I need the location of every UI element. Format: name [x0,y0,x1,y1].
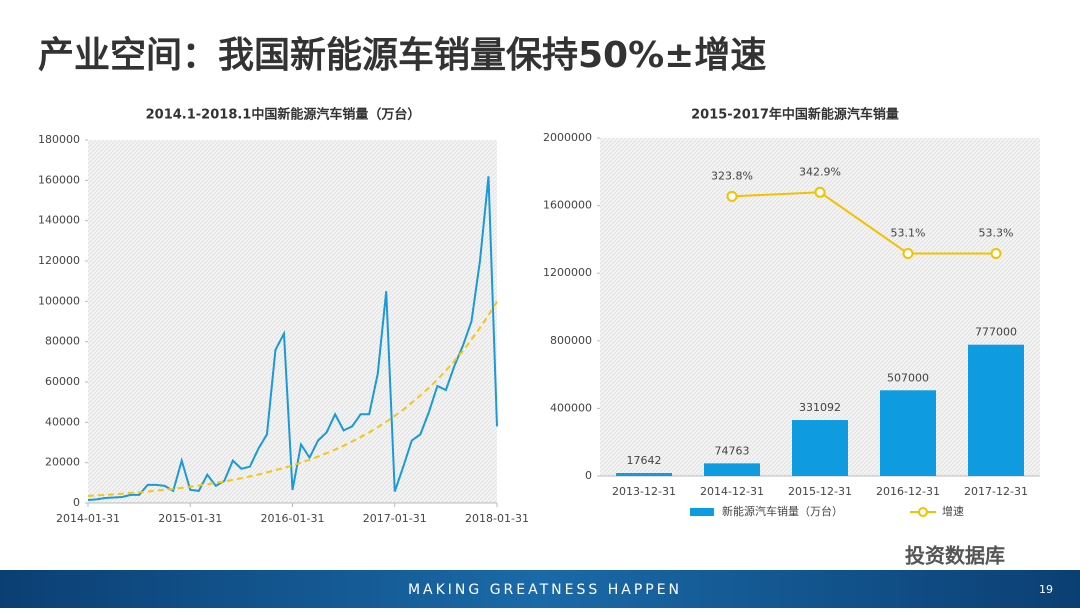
x-tick-label: 2017-12-31 [964,485,1028,498]
data-label: 331092 [799,401,841,414]
y-tick-label: 60000 [45,375,80,388]
x-tick-label: 2013-12-31 [612,485,676,498]
x-tick-label: 2016-01-31 [261,512,325,525]
data-label: 777000 [975,326,1017,339]
y-tick-label: 180000 [38,133,80,146]
chart-title: 2014.1-2018.1中国新能源汽车销量（万台） [146,107,421,123]
source: 投资数据库 [905,544,1005,568]
y-tick-label: 2000000 [543,131,592,144]
data-label: 17642 [627,454,662,467]
y-tick-label: 400000 [550,401,592,414]
x-tick-label: 2015-12-31 [788,485,852,498]
data-label: 507000 [887,371,929,384]
bar [616,473,672,476]
line-series [87,176,498,501]
page-number: 19 [1039,583,1053,596]
point [814,186,826,198]
x-tick-label: 2018-01-31 [465,512,529,525]
data-label: 74763 [715,444,750,457]
bar [792,420,848,476]
x-tick-label: 2017-01-31 [363,512,427,525]
y-tick-label: 100000 [38,294,80,307]
y-tick-label: 20000 [45,456,80,469]
point [902,248,914,260]
line-series [731,191,997,255]
x-tick-label: 2015-01-31 [158,512,222,525]
legend-swatch [918,507,928,517]
y-tick-label: 1600000 [543,199,592,212]
y-tick-label: 140000 [38,214,80,227]
y-tick-label: 0 [585,469,592,482]
x-tick-label: 2014-12-31 [700,485,764,498]
y-tick-label: 1200000 [543,266,592,279]
chart-title: 2015-2017年中国新能源汽车销量 [691,107,899,123]
plot-bg [88,140,497,503]
data-label: 53.1% [891,227,926,240]
y-tick-label: 120000 [38,254,80,267]
bar [968,344,1024,476]
y-tick-label: 40000 [45,415,80,428]
data-label: 342.9% [799,165,841,178]
data-label: 53.3% [979,226,1014,239]
point [726,190,738,202]
y-tick-label: 80000 [45,335,80,348]
bar [704,463,760,476]
charts: 0 20000 40000 60000 80000 100000 120000 140000 1… [38,131,1040,525]
data-label: 323.8% [711,169,753,182]
slide-title: 产业空间：我国新能源车销量保持50%±增速 [38,35,766,76]
y-tick-label: 0 [73,496,80,509]
x-tick-label: 2016-12-31 [876,485,940,498]
legend-label: 新能源汽车销量（万台） [722,504,843,518]
legend-swatch [690,508,714,516]
footer-band [0,570,1080,608]
y-tick-label: 800000 [550,334,592,347]
x-tick-label: 2014-01-31 [56,512,120,525]
slogan: MAKING GREATNESS HAPPEN [408,582,682,598]
bar [880,390,936,476]
y-tick-label: 160000 [38,173,80,186]
line-series [87,301,498,497]
point [990,247,1002,259]
legend-label: 增速 [942,504,964,518]
